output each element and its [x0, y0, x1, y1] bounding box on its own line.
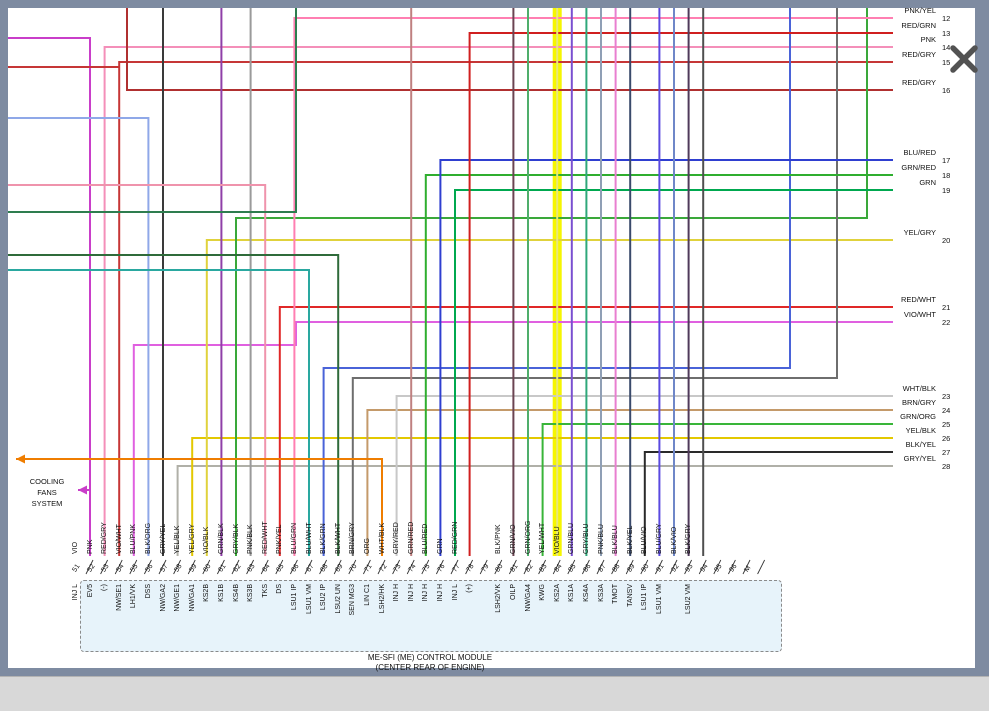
bottom-panel — [0, 676, 989, 711]
diagram-canvas — [8, 8, 975, 668]
close-icon[interactable] — [944, 40, 984, 80]
